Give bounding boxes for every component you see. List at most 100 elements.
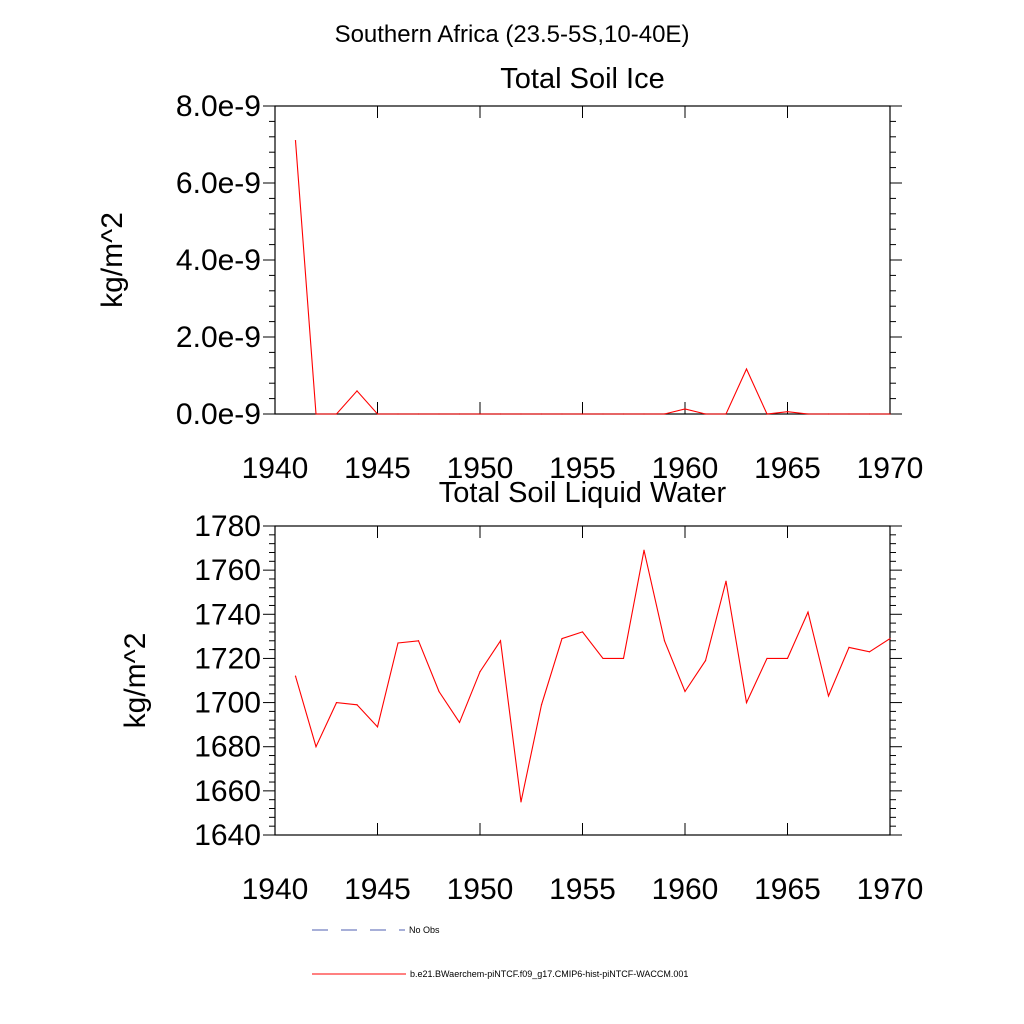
- data-point: [602, 413, 604, 415]
- x-ticks: [274, 526, 891, 835]
- data-point: [294, 675, 297, 677]
- data-point: [540, 704, 543, 706]
- y-ticks: [263, 105, 902, 415]
- data-point: [745, 368, 748, 370]
- x-tick-label: 1955: [549, 873, 616, 906]
- data-point: [499, 413, 502, 415]
- data-point: [622, 413, 625, 415]
- x-tick-label: 1970: [857, 873, 924, 906]
- data-point: [417, 413, 420, 415]
- y-axis-label: kg/m^2: [96, 212, 129, 308]
- x-tick-label: 1965: [754, 873, 821, 906]
- data-point: [520, 413, 522, 415]
- data-point: [848, 646, 850, 648]
- data-point: [520, 801, 522, 803]
- data-point: [315, 746, 317, 748]
- x-tick-label: 1945: [344, 452, 411, 485]
- data-point: [684, 408, 686, 410]
- data-point: [335, 701, 338, 704]
- y-axis-label: kg/m^2: [119, 633, 152, 729]
- x-tick-label: 1960: [652, 873, 719, 906]
- y-tick-label: 1720: [194, 642, 261, 675]
- data-point: [602, 657, 604, 660]
- plot-frame: [274, 105, 891, 415]
- y-tick-label: 1640: [194, 819, 261, 852]
- data-point: [725, 413, 727, 415]
- y-tick-label: 1700: [194, 687, 261, 720]
- x-tick-label: 1965: [754, 452, 821, 485]
- data-point: [786, 657, 789, 660]
- data-point: [417, 640, 420, 642]
- data-point: [479, 413, 481, 415]
- data-point: [827, 695, 830, 697]
- x-tick-label: 1955: [549, 452, 616, 485]
- y-tick-label: 1760: [194, 554, 261, 587]
- y-tick-label: 4.0e-9: [176, 244, 261, 277]
- data-point: [561, 413, 563, 415]
- series-points: [294, 140, 891, 415]
- y-tick-label: 1680: [194, 731, 261, 764]
- data-point: [356, 704, 358, 706]
- x-tick-label: 1950: [447, 452, 514, 485]
- data-point: [745, 701, 748, 704]
- data-point: [766, 413, 768, 415]
- data-point: [889, 637, 891, 640]
- data-point: [889, 413, 891, 415]
- panel-total-soil-liquid-water: Total Soil Liquid Water kg/m^2 1940 1945 195…: [119, 477, 923, 906]
- x-ticks: [274, 106, 891, 414]
- data-point: [561, 637, 563, 640]
- plot-title: Total Soil Ice: [500, 63, 664, 95]
- data-point: [807, 611, 809, 613]
- data-point: [704, 660, 707, 662]
- y-ticks: [263, 525, 902, 836]
- data-point: [807, 413, 809, 415]
- data-point: [438, 690, 440, 693]
- y-tick-label: 0.0e-9: [176, 398, 261, 431]
- data-point: [622, 657, 625, 660]
- x-tick-label: 1940: [242, 873, 309, 906]
- x-tick-label: 1950: [447, 873, 514, 906]
- data-point: [356, 390, 358, 392]
- data-point: [663, 640, 666, 642]
- data-point: [766, 657, 768, 660]
- data-point: [581, 413, 584, 415]
- legend-label-model: b.e21.BWaerchem-piNTCF.f09_g17.CMIP6-his…: [410, 969, 688, 979]
- data-point: [827, 413, 830, 415]
- y-tick-label: 6.0e-9: [176, 167, 261, 200]
- y-tick-label: 1660: [194, 775, 261, 808]
- y-tick-label: 8.0e-9: [176, 90, 261, 123]
- data-point: [848, 413, 850, 415]
- legend: No Obs b.e21.BWaerchem-piNTCF.f09_g17.CMI…: [312, 925, 688, 979]
- figure-suptitle: Southern Africa (23.5-5S,10-40E): [335, 21, 690, 48]
- series-points: [294, 549, 891, 803]
- data-point: [376, 726, 379, 728]
- y-tick-label: 2.0e-9: [176, 321, 261, 354]
- plot-title: Total Soil Liquid Water: [439, 477, 727, 509]
- data-point: [397, 413, 399, 415]
- data-point: [479, 671, 481, 673]
- y-tick-label: 1780: [194, 510, 261, 543]
- data-point: [684, 690, 686, 693]
- x-tick-label: 1945: [344, 873, 411, 906]
- series-line: [294, 140, 890, 415]
- x-tick-label: 1960: [652, 452, 719, 485]
- data-point: [376, 413, 379, 415]
- data-point: [499, 640, 502, 642]
- data-point: [704, 413, 707, 415]
- data-point: [397, 642, 399, 644]
- data-point: [540, 413, 543, 415]
- data-point: [725, 580, 727, 582]
- legend-label-no-obs: No Obs: [409, 925, 440, 935]
- data-point: [786, 411, 789, 413]
- data-point: [315, 413, 317, 415]
- panel-total-soil-ice: Total Soil Ice kg/m^2 1940 1945 1950 1955 1960…: [96, 63, 923, 485]
- data-point: [663, 413, 666, 415]
- data-point: [643, 549, 645, 551]
- y-tick-label: 1740: [194, 598, 261, 631]
- data-point: [294, 140, 297, 142]
- series-line: [294, 550, 891, 803]
- data-point: [643, 413, 645, 415]
- data-point: [458, 413, 461, 415]
- data-point: [438, 413, 440, 415]
